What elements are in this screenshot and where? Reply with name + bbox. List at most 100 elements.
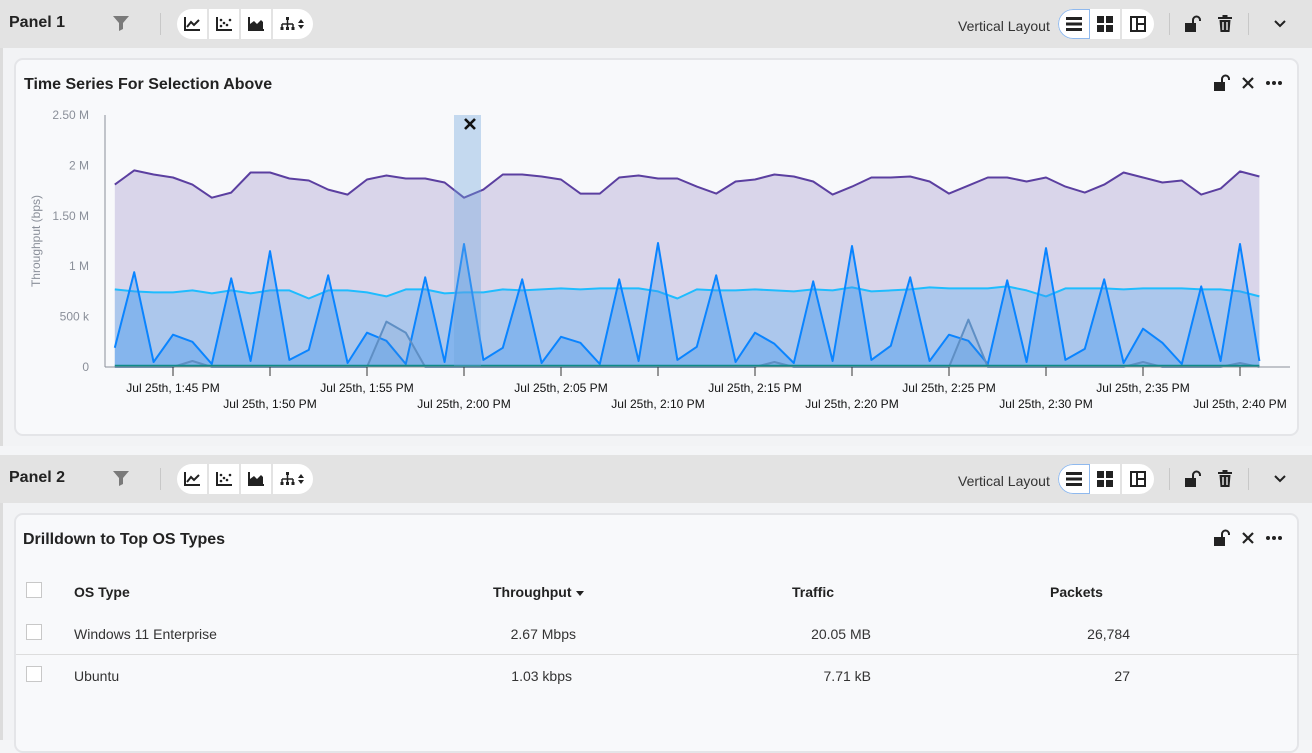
filter-icon[interactable] bbox=[112, 469, 130, 487]
packets-cell: 27 bbox=[1114, 668, 1130, 684]
scatter-chart-button[interactable] bbox=[209, 9, 241, 39]
x-tick-label: Jul 25th, 1:50 PM bbox=[223, 397, 316, 411]
scatter-chart-button[interactable] bbox=[209, 464, 241, 494]
packets-cell: 26,784 bbox=[1087, 626, 1130, 642]
y-tick-label: 0 bbox=[82, 360, 89, 374]
y-tick-label: 2.50 M bbox=[52, 108, 89, 122]
series-1-line[interactable] bbox=[114, 285, 1260, 300]
more-options-icon[interactable] bbox=[1265, 80, 1283, 86]
x-tick-label: Jul 25th, 2:25 PM bbox=[902, 381, 995, 395]
hierarchy-sort-icon bbox=[280, 472, 304, 485]
more-options-icon[interactable] bbox=[1265, 535, 1283, 541]
panel-2-body: Drilldown to Top OS Types bbox=[0, 503, 1312, 753]
line-chart-button[interactable] bbox=[177, 9, 209, 39]
layout-switcher bbox=[1058, 464, 1154, 494]
throughput-cell: 1.03 kbps bbox=[511, 668, 572, 684]
selection-band[interactable] bbox=[454, 115, 481, 366]
column-header-os-type[interactable]: OS Type bbox=[74, 584, 130, 600]
divider bbox=[160, 13, 161, 35]
panel-title: Panel 2 bbox=[9, 469, 66, 486]
scatter-chart-icon bbox=[216, 17, 232, 31]
grid-layout-button[interactable] bbox=[1090, 464, 1122, 494]
series-2-line[interactable] bbox=[113, 242, 1261, 365]
list-layout-icon bbox=[1066, 472, 1082, 486]
series-0-area bbox=[114, 170, 1260, 367]
card-actions bbox=[1213, 529, 1283, 547]
hierarchy-sort-button[interactable] bbox=[273, 9, 313, 39]
y-tick-label: 2 M bbox=[69, 158, 89, 172]
y-tick-label: 1 M bbox=[69, 259, 89, 273]
collapse-button[interactable] bbox=[1270, 14, 1290, 34]
close-icon[interactable] bbox=[1241, 76, 1255, 90]
divider bbox=[160, 468, 161, 490]
unlock-icon[interactable] bbox=[1213, 529, 1231, 547]
divider bbox=[1248, 13, 1249, 35]
select-all-checkbox[interactable] bbox=[26, 582, 42, 598]
layout-label: Vertical Layout bbox=[958, 18, 1050, 34]
column-header-packets[interactable]: Packets bbox=[1050, 584, 1103, 600]
sort-descending-icon bbox=[576, 591, 585, 596]
chart-type-switcher bbox=[177, 464, 313, 494]
x-tick-label: Jul 25th, 2:40 PM bbox=[1193, 397, 1286, 411]
row-checkbox[interactable] bbox=[26, 666, 42, 682]
layout-switcher bbox=[1058, 9, 1154, 39]
line-chart-button[interactable] bbox=[177, 464, 209, 494]
grid-layout-button[interactable] bbox=[1090, 9, 1122, 39]
layout-label: Vertical Layout bbox=[958, 473, 1050, 489]
unlock-button[interactable] bbox=[1183, 469, 1203, 489]
panel-2-header: Panel 2 Vertical Layout bbox=[0, 455, 1312, 503]
row-checkbox[interactable] bbox=[26, 624, 42, 640]
x-tick-label: Jul 25th, 2:15 PM bbox=[708, 381, 801, 395]
split-layout-icon bbox=[1130, 16, 1146, 32]
card-actions bbox=[1213, 74, 1283, 92]
clear-selection-icon[interactable] bbox=[464, 118, 476, 130]
area-chart-button[interactable] bbox=[241, 9, 273, 39]
divider bbox=[1248, 468, 1249, 490]
trash-icon bbox=[1218, 15, 1232, 32]
chevron-down-icon bbox=[1274, 20, 1286, 28]
delete-button[interactable] bbox=[1215, 469, 1235, 489]
x-tick-label: Jul 25th, 1:45 PM bbox=[126, 381, 219, 395]
column-header-traffic[interactable]: Traffic bbox=[792, 584, 835, 600]
y-axis-label: Throughput (bps) bbox=[29, 195, 43, 287]
list-layout-button[interactable] bbox=[1058, 9, 1090, 39]
x-tick-label: Jul 25th, 2:00 PM bbox=[417, 397, 510, 411]
card-title: Time Series For Selection Above bbox=[24, 76, 273, 93]
column-header-throughput[interactable]: Throughput bbox=[493, 584, 585, 600]
os-type-cell: Windows 11 Enterprise bbox=[74, 626, 217, 642]
area-chart-button[interactable] bbox=[241, 464, 273, 494]
trash-icon bbox=[1218, 470, 1232, 487]
os-type-cell: Ubuntu bbox=[74, 668, 120, 684]
x-tick-label: Jul 25th, 2:30 PM bbox=[999, 397, 1092, 411]
series-2-area bbox=[114, 243, 1260, 367]
list-layout-icon bbox=[1066, 17, 1082, 31]
unlock-icon[interactable] bbox=[1213, 74, 1231, 92]
chart-type-switcher bbox=[177, 9, 313, 39]
list-layout-button[interactable] bbox=[1058, 464, 1090, 494]
split-layout-button[interactable] bbox=[1122, 464, 1154, 494]
collapse-button[interactable] bbox=[1270, 469, 1290, 489]
panel-1-header: Panel 1 Vertical Layout bbox=[0, 0, 1312, 48]
scatter-chart-icon bbox=[216, 472, 232, 486]
area-chart-icon bbox=[248, 472, 264, 486]
delete-button[interactable] bbox=[1215, 14, 1235, 34]
x-tick-label: Jul 25th, 2:20 PM bbox=[805, 397, 898, 411]
divider bbox=[1169, 468, 1170, 490]
area-chart-icon bbox=[248, 17, 264, 31]
split-layout-button[interactable] bbox=[1122, 9, 1154, 39]
row-divider bbox=[16, 654, 1299, 655]
unlock-icon bbox=[1185, 470, 1201, 487]
series-0-line[interactable] bbox=[114, 169, 1260, 199]
traffic-cell: 7.71 kB bbox=[823, 668, 871, 684]
y-tick-label: 500 k bbox=[60, 310, 90, 324]
filter-icon[interactable] bbox=[112, 14, 130, 32]
hierarchy-sort-icon bbox=[280, 17, 304, 30]
x-tick-label: Jul 25th, 2:10 PM bbox=[611, 397, 704, 411]
grid-layout-icon bbox=[1097, 16, 1113, 32]
line-chart-icon bbox=[184, 17, 200, 31]
time-series-chart[interactable]: Throughput (bps) 0 500 k 1 M 1.50 M 2 M 2.50 … bbox=[0, 0, 1312, 420]
hierarchy-sort-button[interactable] bbox=[273, 464, 313, 494]
close-icon[interactable] bbox=[1241, 531, 1255, 545]
unlock-button[interactable] bbox=[1183, 14, 1203, 34]
panel-title: Panel 1 bbox=[9, 14, 66, 31]
